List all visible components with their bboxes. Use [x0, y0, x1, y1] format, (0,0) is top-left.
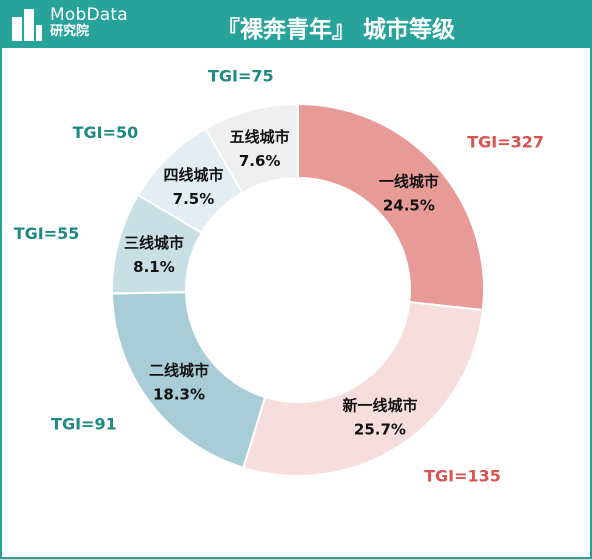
donut-chart: 一线城市 24.5% TGI=327 新一线城市 25.7% TGI=135 二线城市 18.… [14, 66, 544, 485]
slice-value-label: 18.3% [153, 386, 205, 404]
slice-value-label: 25.7% [354, 420, 406, 438]
slice-value-label: 24.5% [383, 196, 435, 214]
slice-category-label: 三线城市 [124, 234, 184, 252]
slice-category-label: 新一线城市 [342, 396, 417, 414]
brand-name: MobData [50, 5, 128, 25]
donut-slice-1 [242, 300, 485, 477]
donut-slice-0 [297, 102, 485, 312]
brand: MobData 研究院 [50, 6, 128, 39]
tgi-label: TGI=91 [51, 415, 117, 434]
slice-category-label: 一线城市 [379, 172, 439, 190]
tgi-label: TGI=75 [208, 66, 274, 85]
brand-subtitle: 研究院 [50, 23, 90, 39]
slice-value-label: 7.5% [173, 190, 215, 208]
slice-category-label: 四线城市 [163, 166, 223, 184]
slice-value-label: 8.1% [133, 258, 175, 276]
slice-value-label: 7.6% [239, 152, 281, 170]
donut-slice-2 [111, 291, 267, 470]
tgi-label: TGI=135 [424, 466, 501, 485]
tgi-label: TGI=55 [14, 224, 80, 243]
tgi-label: TGI=50 [73, 123, 139, 142]
chart-title: 『裸奔青年』 城市等级 [217, 17, 456, 43]
slice-category-label: 二线城市 [149, 362, 209, 380]
donut-slice-5 [204, 102, 299, 195]
header-bar: MobData 研究院 『裸奔青年』 城市等级 [2, 2, 590, 48]
tgi-label: TGI=327 [467, 133, 544, 152]
slice-category-label: 五线城市 [230, 128, 290, 146]
mobdata-logo-icon [12, 9, 42, 41]
